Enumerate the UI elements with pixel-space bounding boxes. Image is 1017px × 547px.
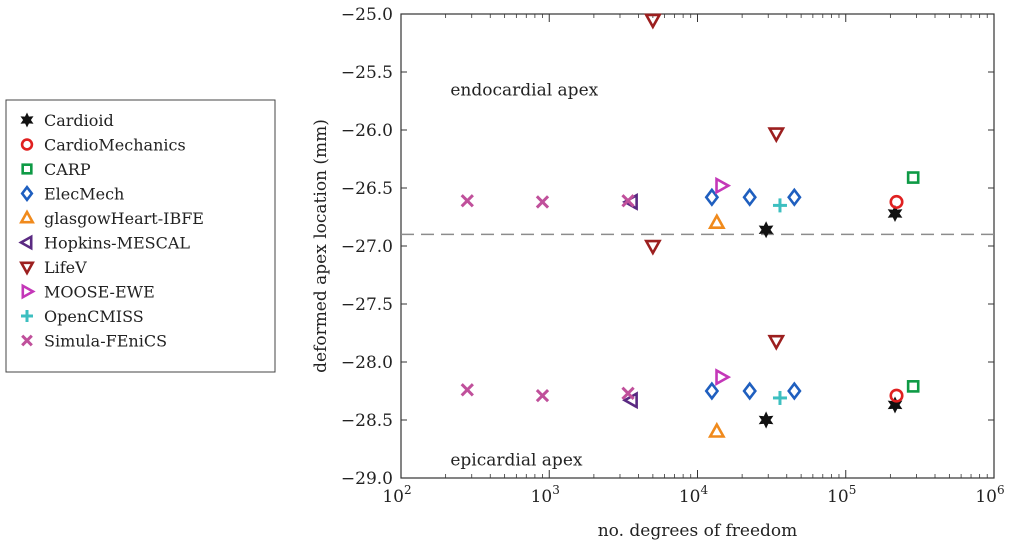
x-tick-label: 104 — [679, 483, 709, 507]
point-cardiomechanics — [889, 194, 904, 209]
point-elecmech — [704, 187, 720, 207]
legend-label-glasgowheart-ibfe: glasgowHeart-IBFE — [44, 209, 204, 228]
point-glasgowheart-ibfe — [707, 213, 726, 229]
point-glasgowheart-ibfe — [707, 421, 726, 438]
point-elecmech — [742, 381, 757, 401]
point-lifev — [767, 334, 786, 351]
point-opencmiss — [772, 198, 787, 213]
point-elecmech — [787, 187, 802, 207]
y-tick-label: −25.5 — [341, 63, 393, 83]
legend-marker-cardiomechanics — [20, 138, 34, 151]
annotation-endocardial: endocardial apex — [450, 80, 598, 100]
point-opencmiss — [772, 390, 787, 405]
y-tick-label: −27.0 — [341, 237, 393, 257]
y-axis-label: deformed apex location (mm) — [311, 119, 331, 373]
point-moose-ewe — [715, 176, 732, 195]
x-tick-label: 103 — [531, 483, 560, 507]
legend-marker-lifev — [19, 261, 35, 276]
point-elecmech — [787, 381, 802, 401]
legend-marker-elecmech — [20, 185, 34, 202]
legend-marker-glasgowheart-ibfe — [19, 209, 35, 224]
point-lifev — [644, 239, 662, 256]
x-tick-label: 105 — [827, 483, 856, 507]
point-elecmech — [704, 381, 720, 401]
point-simula-fenics — [621, 386, 635, 400]
point-simula-fenics — [460, 383, 474, 397]
legend-label-cardioid: Cardioid — [44, 111, 114, 130]
x-axis-label: no. degrees of freedom — [598, 521, 798, 541]
point-cardioid — [887, 396, 903, 414]
point-cardiomechanics — [889, 388, 904, 403]
y-tick-label: −26.5 — [341, 179, 393, 199]
point-carp — [906, 380, 920, 393]
legend-marker-hopkins-mescal — [18, 234, 33, 251]
legend-marker-cardioid — [20, 112, 34, 128]
legend-marker-simula-fenics — [21, 334, 33, 347]
plot-area: −25.0 −25.5 −26.0 −26.5 −27.0 −27.5 −28.0 −28.5… — [341, 5, 1005, 507]
point-simula-fenics — [535, 388, 550, 403]
y-tick-label: −29.0 — [341, 469, 393, 489]
y-tick-label: −28.5 — [341, 411, 393, 431]
point-cardioid — [887, 205, 903, 223]
y-tick-label: −25.0 — [341, 5, 393, 25]
point-moose-ewe — [715, 368, 732, 386]
point-cardioid — [758, 221, 774, 239]
point-cardioid — [758, 411, 774, 429]
y-tick-label: −28.0 — [341, 353, 393, 373]
legend: Cardioid CardioMechanics CARP ElecMech glasg… — [5, 99, 276, 373]
legend-label-hopkins-mescal: Hopkins-MESCAL — [44, 234, 190, 253]
legend-box — [5, 99, 276, 373]
legend-label-lifev: LifeV — [44, 258, 87, 277]
point-simula-fenics — [621, 194, 635, 208]
legend-marker-moose-ewe — [21, 283, 36, 300]
legend-label-opencmiss: OpenCMISS — [44, 307, 144, 326]
y-tick-label: −26.0 — [341, 121, 393, 141]
point-simula-fenics — [460, 194, 474, 208]
annotation-epicardial: epicardial apex — [450, 450, 583, 470]
point-elecmech — [742, 187, 757, 207]
point-carp — [906, 171, 920, 184]
legend-label-moose-ewe: MOOSE-EWE — [44, 283, 155, 302]
legend-label-cardiomechanics: CardioMechanics — [44, 136, 186, 155]
legend-marker-carp — [21, 163, 33, 175]
x-tick-label: 102 — [382, 483, 411, 507]
legend-label-carp: CARP — [44, 160, 91, 179]
point-simula-fenics — [535, 195, 550, 209]
legend-label-elecmech: ElecMech — [44, 185, 124, 204]
point-lifev — [767, 127, 786, 144]
x-tick-label: 106 — [975, 483, 1004, 507]
legend-marker-opencmiss — [21, 310, 33, 322]
legend-label-simula-fenics: Simula-FEniCS — [44, 332, 167, 351]
y-tick-label: −27.5 — [341, 295, 393, 315]
point-lifev — [644, 13, 662, 30]
